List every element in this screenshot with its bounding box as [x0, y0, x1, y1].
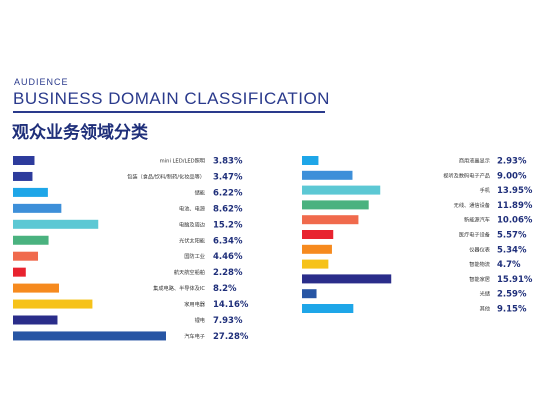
value-label: 2.93%	[497, 157, 527, 167]
category-label: 集成电路、半导体及IC	[153, 284, 205, 292]
category-label: 汽车电子	[184, 332, 205, 340]
category-label: 光储	[480, 290, 490, 298]
category-label: 储能	[195, 188, 205, 196]
value-label: 3.83%	[213, 157, 243, 167]
category-label: 光伏太阳能	[179, 236, 205, 244]
category-label: 无线、通信设备	[454, 201, 491, 209]
bar-2-7	[302, 244, 332, 254]
bar-1-9	[13, 283, 59, 293]
bar-1-4	[13, 203, 62, 213]
category-label: 锂电	[195, 316, 205, 324]
bar-2-8	[302, 259, 329, 269]
value-label: 4.46%	[213, 252, 243, 262]
bar-1-12	[13, 331, 166, 341]
bar-2-6	[302, 230, 334, 239]
value-label: 6.34%	[213, 236, 243, 246]
value-label: 9.00%	[497, 171, 527, 181]
category-label: 智能物流	[469, 260, 490, 268]
category-label: 新能源汽车	[464, 216, 490, 224]
category-label: 商用液晶显示	[459, 157, 490, 165]
header-divider	[13, 111, 325, 113]
category-label: 航天航空船舶	[174, 268, 205, 276]
value-label: 11.89%	[497, 201, 533, 211]
category-label: 手机	[480, 186, 491, 194]
bar-2-10	[302, 289, 317, 299]
bar-2-2	[302, 170, 353, 180]
value-label: 9.15%	[497, 305, 527, 315]
bar-1-7	[13, 251, 39, 261]
chart-1: mini LED/LED照明 3.83% 包装（食品/饮料/制药/化妆品等） 3.47…	[13, 156, 249, 342]
value-label: 14.16%	[213, 300, 249, 310]
header-title: BUSINESS DOMAIN CLASSIFICATION	[13, 89, 330, 108]
bar-1-8	[13, 267, 26, 277]
value-label: 8.62%	[213, 204, 243, 214]
value-label: 8.2%	[213, 284, 237, 294]
value-label: 5.34%	[497, 245, 527, 255]
value-label: 3.47%	[213, 172, 243, 182]
header-kicker: AUDIENCE	[14, 77, 69, 87]
bar-1-3	[13, 187, 48, 197]
bar-1-11	[13, 315, 58, 325]
bar-2-5	[302, 215, 359, 225]
bar-1-2	[13, 171, 33, 181]
value-label: 15.91%	[497, 275, 533, 285]
bar-1-5	[13, 219, 99, 229]
value-label: 27.28%	[213, 332, 249, 342]
category-label: mini LED/LED照明	[160, 158, 205, 165]
bar-2-4	[302, 200, 369, 210]
value-label: 15.2%	[213, 220, 243, 230]
value-label: 13.95%	[497, 186, 533, 196]
bar-1-1	[13, 156, 35, 165]
category-label: 医疗电子设备	[459, 231, 491, 239]
category-label: 其他	[480, 305, 490, 313]
category-label: 智能家居	[469, 275, 490, 283]
category-label: 电池、电源	[179, 204, 206, 212]
bar-2-9	[302, 274, 392, 284]
value-label: 2.59%	[497, 290, 527, 300]
value-label: 4.7%	[497, 260, 521, 270]
bar-1-6	[13, 235, 49, 245]
value-label: 6.22%	[213, 188, 243, 198]
value-label: 5.57%	[497, 231, 527, 241]
bar-2-11	[302, 304, 354, 313]
category-label: 国防工业	[184, 252, 205, 260]
chart-2: 商用液晶显示 2.93% 视听及数码电子产品 9.00% 手机 13.95% 无线、通信设备…	[302, 156, 533, 315]
value-label: 10.06%	[497, 216, 533, 226]
value-label: 2.28%	[213, 268, 243, 278]
bar-2-1	[302, 156, 319, 165]
value-label: 7.93%	[213, 316, 243, 326]
header-title-cn: 观众业务领域分类	[12, 123, 148, 143]
category-label: 电脑及周边	[179, 220, 206, 228]
category-label: 视听及数码电子产品	[443, 171, 490, 179]
category-label: 包装（食品/饮料/制药/化妆品等）	[127, 172, 205, 180]
category-label: 仪器仪表	[469, 245, 491, 253]
category-label: 家用电器	[184, 300, 206, 308]
bar-2-3	[302, 185, 381, 195]
bar-1-10	[13, 299, 93, 309]
